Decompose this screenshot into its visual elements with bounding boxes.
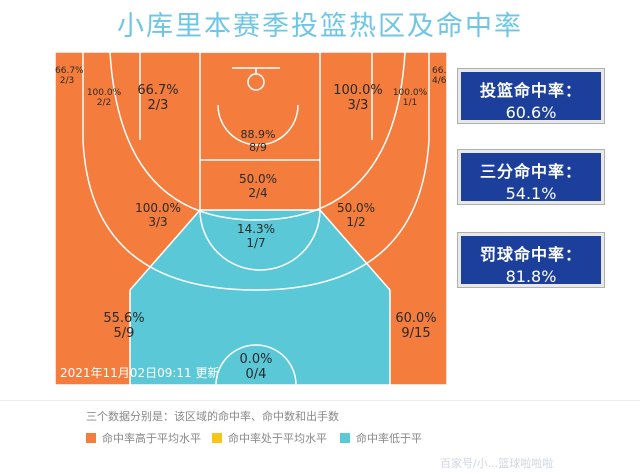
legend-label-below: 命中率低于平: [356, 432, 422, 445]
zone-line-left-wing: [129, 209, 201, 291]
center-circle: [215, 344, 297, 385]
three-pct-box: 三分命中率： 54.1%: [458, 150, 604, 204]
zone-label-right-baseline: 100.0% 3/3: [333, 83, 383, 113]
zone-top-key-midrange-fill: [200, 210, 320, 284]
zone-label-right-elbow: 50.0% 1/2: [336, 201, 376, 229]
zone-label-left-wing-outer: 100.0% 2/2: [86, 88, 122, 109]
divider: [0, 400, 640, 401]
restricted-area-arc: [217, 104, 299, 146]
ft-pct-box: 罚球命中率： 81.8%: [458, 233, 604, 287]
three-pct-value: 54.1%: [505, 184, 557, 203]
zone-label-left-corner: 66.7% 2/3: [55, 66, 84, 87]
legend-label-above: 命中率高于平均水平: [102, 432, 201, 445]
ft-pct-label: 罚球命中率：: [479, 245, 582, 264]
zone-label-paint: 50.0% 2/4: [238, 172, 278, 200]
three-pct-label: 三分命中率：: [479, 162, 582, 181]
zone-label-left-elbow: 100.0% 3/3: [135, 201, 181, 229]
legend-label-avg: 命中率处于平均水平: [228, 432, 327, 445]
fg-pct-label: 投篮命中率：: [479, 81, 582, 100]
zone-line-right-wing: [319, 209, 391, 291]
legend-swatch-avg: [212, 433, 222, 443]
zone-label-left-wing-three: 55.6% 5/9: [103, 311, 145, 341]
ft-pct-value: 81.8%: [505, 267, 557, 286]
legend-title: 三个数据分别是：该区域的命中率、命中数和出手数: [86, 410, 339, 423]
legend-swatch-below: [340, 433, 350, 443]
zone-label-right-wing-outer: 100.0% 1/1: [392, 88, 428, 109]
legend-swatch-above: [86, 433, 96, 443]
legend-item-below: 命中率低于平: [340, 430, 422, 446]
free-throw-circle: [199, 209, 321, 271]
midrange-arc: [109, 52, 406, 221]
zone-label-right-corner: 66.7%4/6: [432, 66, 446, 87]
three-point-arc: [82, 139, 430, 291]
watermark: 百家号/小...篮球啦啦啦: [440, 457, 554, 470]
fg-pct-value: 60.6%: [505, 103, 557, 122]
zone-top-key-fill: [130, 210, 390, 385]
zone-label-top-three: 0.0% 0/4: [239, 352, 273, 382]
zone-label-right-wing-three: 60.0% 9/15: [395, 311, 437, 341]
zone-label-top-key-midrange: 14.3% 1/7: [236, 222, 276, 250]
zone-label-left-baseline: 66.7% 2/3: [137, 83, 179, 113]
update-timestamp: 2021年11月02日09:11 更新: [60, 366, 220, 380]
chart-title: 小库里本赛季投篮热区及命中率: [117, 11, 523, 42]
fg-pct-box: 投篮命中率： 60.6%: [458, 69, 604, 123]
legend-item-above: 命中率高于平均水平: [86, 430, 201, 446]
legend-item-avg: 命中率处于平均水平: [212, 430, 327, 446]
zone-label-restricted-area: 88.9% 8/9: [240, 128, 276, 154]
paint: [199, 52, 321, 211]
